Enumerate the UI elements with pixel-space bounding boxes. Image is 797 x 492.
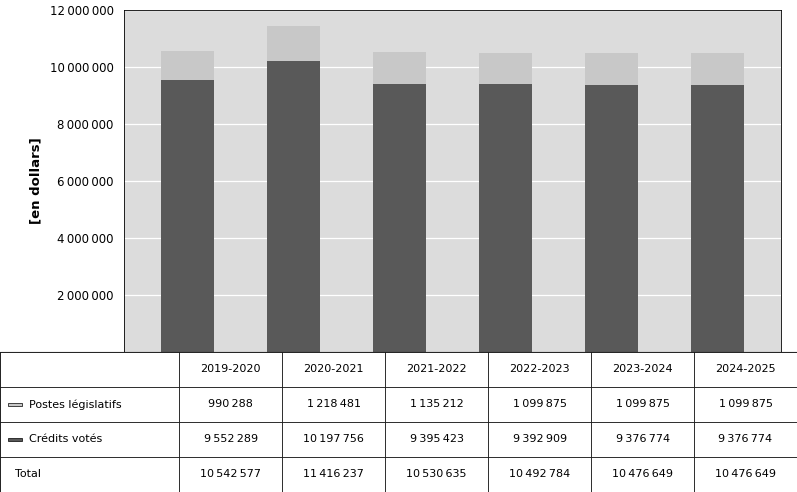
Bar [282, 352, 385, 387]
Text: 2024-2025: 2024-2025 [715, 364, 775, 374]
Text: 9 552 289: 9 552 289 [204, 434, 258, 444]
Bar [479, 53, 532, 84]
Text: 2023-2024: 2023-2024 [612, 364, 673, 374]
Bar [282, 422, 385, 457]
Bar [585, 53, 638, 85]
Bar [694, 387, 797, 422]
Text: 1 099 875: 1 099 875 [615, 400, 669, 409]
Bar [0, 457, 179, 492]
Bar [282, 457, 385, 492]
Text: Crédits votés: Crédits votés [29, 434, 102, 444]
Text: 10 542 577: 10 542 577 [200, 469, 261, 480]
Bar [591, 422, 694, 457]
Bar [488, 422, 591, 457]
Text: 11 416 237: 11 416 237 [304, 469, 364, 480]
Text: 10 197 756: 10 197 756 [304, 434, 364, 444]
Text: 2020-2021: 2020-2021 [304, 364, 364, 374]
Bar [591, 457, 694, 492]
Bar [585, 85, 638, 352]
Bar [488, 387, 591, 422]
Bar [385, 457, 488, 492]
Text: 10 492 784: 10 492 784 [509, 469, 571, 480]
Bar [373, 84, 426, 352]
Bar [385, 352, 488, 387]
Text: Postes législatifs: Postes législatifs [29, 399, 121, 410]
Text: 9 376 774: 9 376 774 [718, 434, 772, 444]
Text: 10 530 635: 10 530 635 [406, 469, 467, 480]
Bar [8, 438, 22, 441]
Bar [373, 52, 426, 84]
Bar [694, 422, 797, 457]
Text: 1 135 212: 1 135 212 [410, 400, 464, 409]
Text: 10 476 649: 10 476 649 [612, 469, 673, 480]
Bar [8, 403, 22, 405]
Bar [591, 352, 694, 387]
Bar [488, 352, 591, 387]
Y-axis label: [en dollars]: [en dollars] [29, 137, 43, 224]
Bar [488, 457, 591, 492]
Text: 2022-2023: 2022-2023 [509, 364, 570, 374]
Bar [179, 457, 282, 492]
Bar [691, 53, 744, 85]
Text: 1 099 875: 1 099 875 [719, 400, 772, 409]
Text: 10 476 649: 10 476 649 [715, 469, 776, 480]
Bar [179, 352, 282, 387]
Bar [161, 80, 214, 352]
Bar [267, 61, 320, 352]
Bar [282, 387, 385, 422]
Bar [161, 51, 214, 80]
Text: 2019-2020: 2019-2020 [201, 364, 261, 374]
Bar [691, 85, 744, 352]
Text: 990 288: 990 288 [208, 400, 253, 409]
Text: 2021-2022: 2021-2022 [406, 364, 467, 374]
Text: 1 099 875: 1 099 875 [512, 400, 567, 409]
Bar [179, 387, 282, 422]
Text: 9 376 774: 9 376 774 [615, 434, 669, 444]
Bar [479, 84, 532, 352]
Bar [267, 27, 320, 61]
Bar [179, 422, 282, 457]
Text: Total: Total [8, 469, 41, 480]
Bar [385, 422, 488, 457]
Bar [694, 457, 797, 492]
Bar [0, 422, 179, 457]
Text: 9 392 909: 9 392 909 [512, 434, 567, 444]
Bar [591, 387, 694, 422]
Bar [0, 387, 179, 422]
Text: 1 218 481: 1 218 481 [307, 400, 361, 409]
Bar [694, 352, 797, 387]
Bar [385, 387, 488, 422]
Text: 9 395 423: 9 395 423 [410, 434, 464, 444]
Bar [0, 352, 179, 387]
